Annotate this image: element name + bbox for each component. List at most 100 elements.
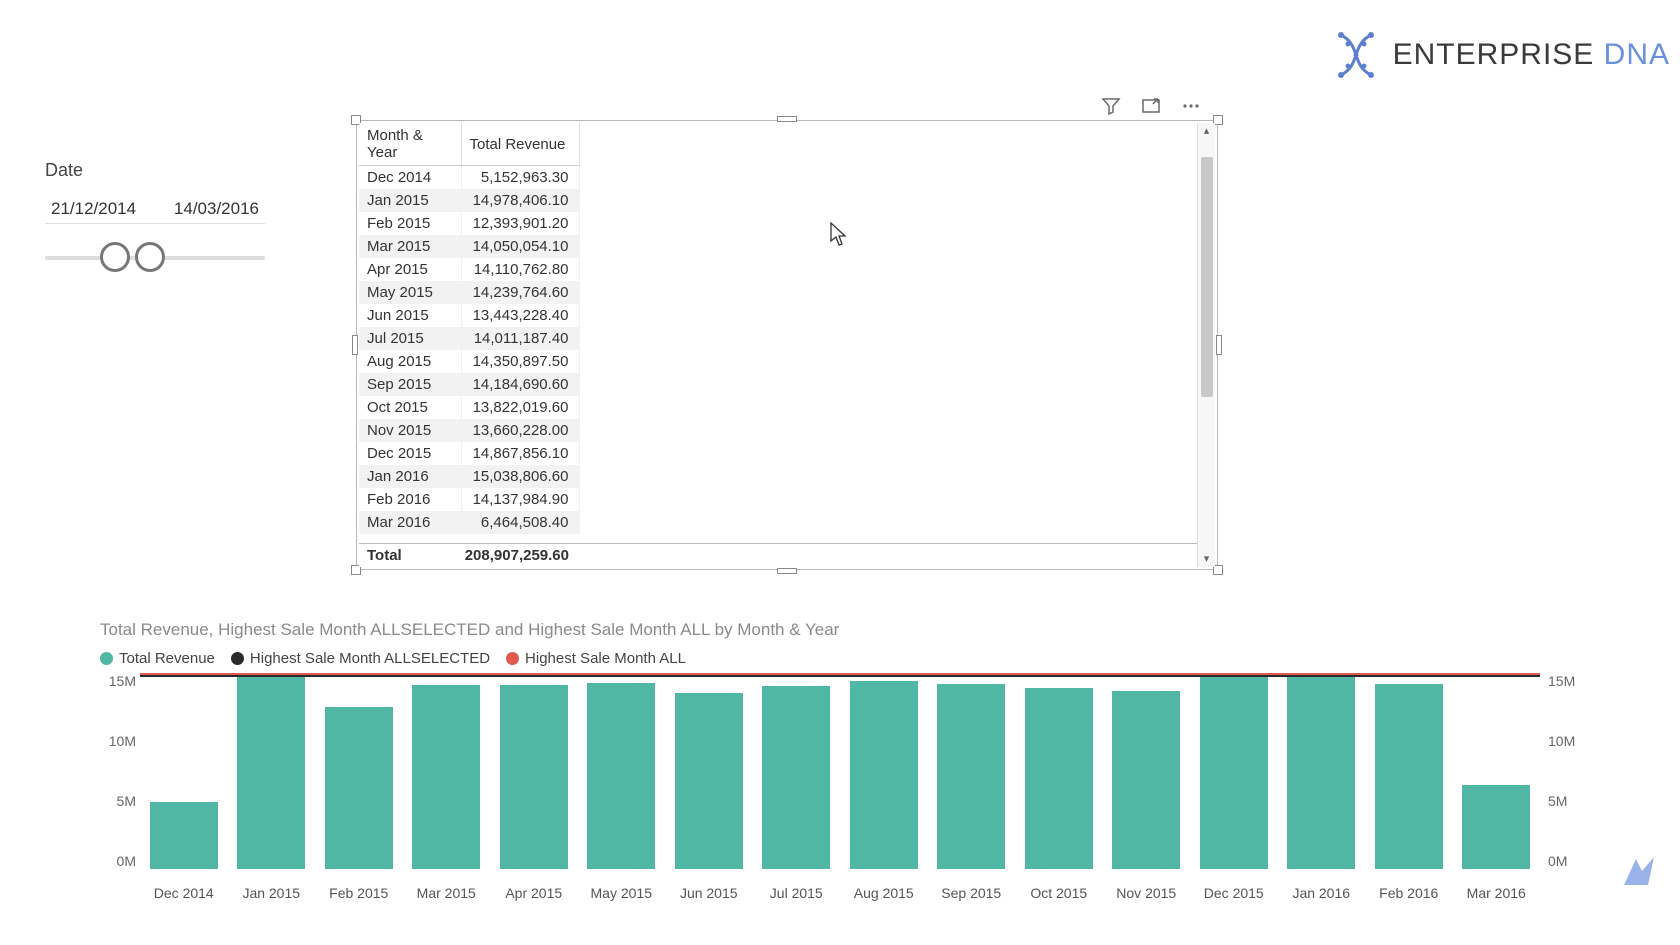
table-cell-month: May 2015 xyxy=(359,281,461,304)
bar-slot xyxy=(403,673,491,869)
table-cell-month: Dec 2015 xyxy=(359,442,461,465)
table-cell-value: 13,660,228.00 xyxy=(461,419,579,442)
scroll-up-arrow[interactable]: ▴ xyxy=(1204,123,1210,139)
y-tick: 15M xyxy=(96,673,136,689)
slicer-title: Date xyxy=(45,160,265,181)
table-cell-month: Jan 2016 xyxy=(359,465,461,488)
total-label: Total xyxy=(359,547,461,564)
legend-swatch xyxy=(231,652,244,665)
table-row[interactable]: Sep 201514,184,690.60 xyxy=(359,373,579,396)
chart-bar[interactable] xyxy=(237,673,305,869)
chart-bar[interactable] xyxy=(762,686,830,869)
chart-bar[interactable] xyxy=(850,681,918,869)
table-cell-value: 15,038,806.60 xyxy=(461,465,579,488)
table-row[interactable]: Jul 201514,011,187.40 xyxy=(359,327,579,350)
date-slicer[interactable]: Date 21/12/2014 14/03/2016 xyxy=(45,160,265,278)
revenue-table-visual[interactable]: Month & YearTotal Revenue Dec 20145,152,… xyxy=(356,120,1218,570)
chart-bar[interactable] xyxy=(500,685,568,869)
table-row[interactable]: Jun 201513,443,228.40 xyxy=(359,304,579,327)
chart-bar[interactable] xyxy=(412,685,480,869)
table-row[interactable]: Jan 201514,978,406.10 xyxy=(359,189,579,212)
table-cell-value: 14,978,406.10 xyxy=(461,189,579,212)
table-cell-value: 14,011,187.40 xyxy=(461,327,579,350)
visual-header xyxy=(1100,95,1202,117)
table-cell-value: 14,184,690.60 xyxy=(461,373,579,396)
bar-slot xyxy=(753,673,841,869)
table-row[interactable]: Jan 201615,038,806.60 xyxy=(359,465,579,488)
scroll-thumb[interactable] xyxy=(1201,157,1213,397)
table-row[interactable]: Apr 201514,110,762.80 xyxy=(359,258,579,281)
table-row[interactable]: Mar 20166,464,508.40 xyxy=(359,511,579,534)
x-tick-label: Jan 2015 xyxy=(228,885,316,901)
bar-slot xyxy=(1190,673,1278,869)
x-tick-label: Feb 2015 xyxy=(315,885,403,901)
table-cell-month: Nov 2015 xyxy=(359,419,461,442)
legend-label: Highest Sale Month ALL xyxy=(525,650,686,667)
brand-text: ENTERPRISE DNA xyxy=(1393,38,1670,72)
slicer-start-date[interactable]: 21/12/2014 xyxy=(51,199,136,219)
brand-logo: ENTERPRISE DNA xyxy=(1331,30,1670,80)
table-row[interactable]: Dec 20145,152,963.30 xyxy=(359,166,579,190)
focus-mode-icon[interactable] xyxy=(1140,95,1162,117)
resize-handle[interactable] xyxy=(1216,335,1222,355)
slicer-end-date[interactable]: 14/03/2016 xyxy=(174,199,259,219)
chart-bar[interactable] xyxy=(937,684,1005,869)
table-cell-value: 13,443,228.40 xyxy=(461,304,579,327)
bar-slot xyxy=(1103,673,1191,869)
chart-bar[interactable] xyxy=(150,802,218,869)
chart-bar[interactable] xyxy=(1025,688,1093,869)
more-options-icon[interactable] xyxy=(1180,95,1202,117)
slider-handle-start[interactable] xyxy=(100,242,130,272)
table-row[interactable]: Feb 201512,393,901.20 xyxy=(359,212,579,235)
table-row[interactable]: Nov 201513,660,228.00 xyxy=(359,419,579,442)
legend-item[interactable]: Highest Sale Month ALL xyxy=(506,650,686,667)
table-cell-month: Feb 2016 xyxy=(359,488,461,511)
revenue-table[interactable]: Month & YearTotal Revenue Dec 20145,152,… xyxy=(359,123,580,534)
slicer-value-row: 21/12/2014 14/03/2016 xyxy=(45,195,265,224)
chart-bar[interactable] xyxy=(1375,684,1443,869)
x-tick-label: Nov 2015 xyxy=(1103,885,1191,901)
table-scrollbar[interactable]: ▴ ▾ xyxy=(1197,123,1215,567)
bar-slot xyxy=(1453,673,1541,869)
legend-swatch xyxy=(100,652,113,665)
resize-handle[interactable] xyxy=(777,116,797,122)
slider-handle-end[interactable] xyxy=(135,242,165,272)
legend-item[interactable]: Highest Sale Month ALLSELECTED xyxy=(231,650,490,667)
chart-title: Total Revenue, Highest Sale Month ALLSEL… xyxy=(100,620,1580,640)
table-row[interactable]: Oct 201513,822,019.60 xyxy=(359,396,579,419)
table-row[interactable]: Dec 201514,867,856.10 xyxy=(359,442,579,465)
chart-bar[interactable] xyxy=(675,693,743,869)
table-header[interactable]: Month & Year xyxy=(359,123,461,166)
table-cell-month: Mar 2015 xyxy=(359,235,461,258)
resize-handle[interactable] xyxy=(777,568,797,574)
x-tick-label: Mar 2016 xyxy=(1453,885,1541,901)
table-row[interactable]: Feb 201614,137,984.90 xyxy=(359,488,579,511)
resize-handle[interactable] xyxy=(352,335,358,355)
chart-bar[interactable] xyxy=(1112,691,1180,869)
legend-item[interactable]: Total Revenue xyxy=(100,650,215,667)
bar-slot xyxy=(1015,673,1103,869)
revenue-chart[interactable]: Total Revenue, Highest Sale Month ALLSEL… xyxy=(100,620,1580,920)
table-total-row: Total 208,907,259.60 xyxy=(359,543,1197,567)
chart-bar[interactable] xyxy=(1287,673,1355,869)
table-cell-value: 14,867,856.10 xyxy=(461,442,579,465)
x-tick-label: Apr 2015 xyxy=(490,885,578,901)
total-value: 208,907,259.60 xyxy=(461,547,579,564)
bar-slot xyxy=(140,673,228,869)
slicer-slider[interactable] xyxy=(45,238,265,278)
table-cell-month: Apr 2015 xyxy=(359,258,461,281)
table-row[interactable]: Mar 201514,050,054.10 xyxy=(359,235,579,258)
table-row[interactable]: May 201514,239,764.60 xyxy=(359,281,579,304)
bar-slot xyxy=(315,673,403,869)
scroll-down-arrow[interactable]: ▾ xyxy=(1204,551,1210,567)
chart-bar[interactable] xyxy=(587,683,655,869)
table-cell-value: 14,239,764.60 xyxy=(461,281,579,304)
chart-bar[interactable] xyxy=(325,707,393,869)
chart-bar[interactable] xyxy=(1462,785,1530,869)
y-axis-left: 15M10M5M0M xyxy=(96,673,136,869)
x-tick-label: Oct 2015 xyxy=(1015,885,1103,901)
table-row[interactable]: Aug 201514,350,897.50 xyxy=(359,350,579,373)
chart-bar[interactable] xyxy=(1200,675,1268,869)
filter-icon[interactable] xyxy=(1100,95,1122,117)
table-header[interactable]: Total Revenue xyxy=(461,123,579,166)
